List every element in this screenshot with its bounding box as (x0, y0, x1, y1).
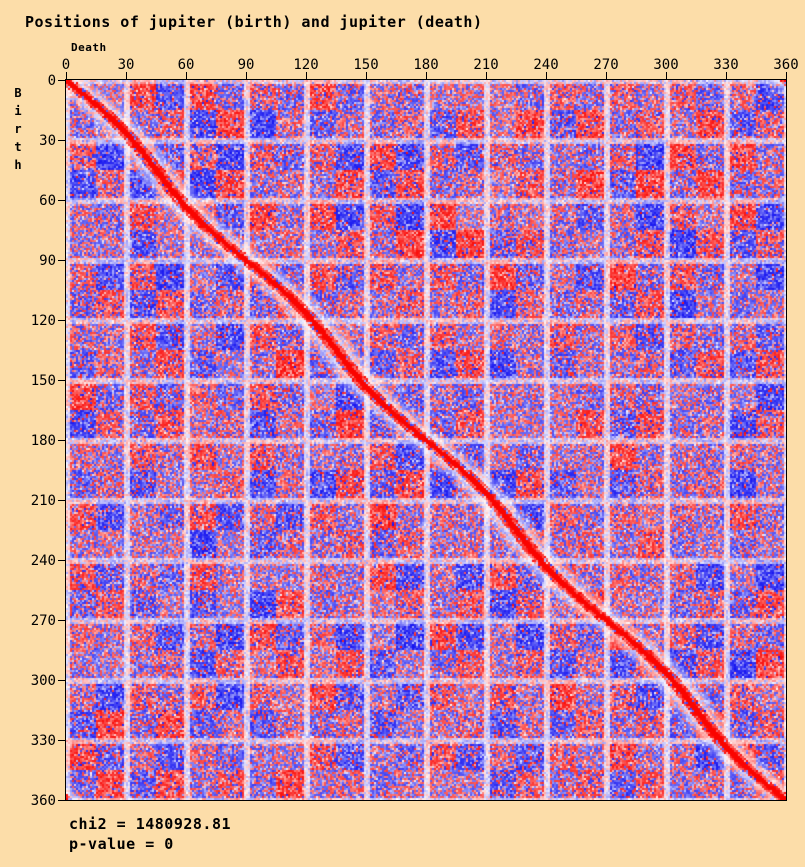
x-tick-label: 0 (61, 57, 71, 73)
y-tick-label: 300 (30, 673, 56, 689)
y-tick-mark (58, 80, 66, 81)
y-tick-mark (58, 680, 66, 681)
y-tick-label: 30 (39, 133, 56, 149)
y-axis-label-letter: i (14, 104, 22, 118)
x-tick-label: 180 (413, 57, 439, 73)
y-tick-mark (58, 500, 66, 501)
x-tick-label: 210 (473, 57, 499, 73)
x-tick-label: 360 (773, 57, 799, 73)
x-tick-label: 270 (593, 57, 619, 73)
x-tick-mark (246, 72, 247, 80)
y-tick-label: 270 (30, 613, 56, 629)
x-tick-label: 60 (177, 57, 195, 73)
y-axis-label-letter: r (14, 122, 22, 136)
x-tick-mark (726, 72, 727, 80)
y-axis-label-letter: h (14, 158, 22, 172)
y-tick-mark (58, 380, 66, 381)
x-tick-mark (786, 72, 787, 80)
y-tick-mark (58, 260, 66, 261)
y-tick-label: 60 (39, 193, 56, 209)
y-tick-label: 240 (30, 553, 56, 569)
x-tick-label: 330 (713, 57, 739, 73)
x-tick-mark (486, 72, 487, 80)
y-tick-label: 120 (30, 313, 56, 329)
x-tick-label: 120 (293, 57, 319, 73)
y-tick-mark (58, 320, 66, 321)
x-tick-mark (66, 72, 67, 80)
y-tick-label: 330 (30, 733, 56, 749)
heatmap-canvas (66, 80, 786, 800)
y-tick-mark (58, 620, 66, 621)
y-tick-label: 360 (30, 793, 56, 809)
x-tick-mark (666, 72, 667, 80)
y-tick-label: 180 (30, 433, 56, 449)
x-tick-mark (126, 72, 127, 80)
x-tick-label: 300 (653, 57, 679, 73)
x-tick-mark (306, 72, 307, 80)
y-tick-label: 210 (30, 493, 56, 509)
x-tick-label: 90 (237, 57, 255, 73)
x-tick-label: 240 (533, 57, 559, 73)
y-tick-mark (58, 740, 66, 741)
x-tick-mark (606, 72, 607, 80)
y-tick-mark (58, 560, 66, 561)
x-tick-mark (366, 72, 367, 80)
y-tick-label: 150 (30, 373, 56, 389)
x-tick-label: 150 (353, 57, 379, 73)
y-tick-mark (58, 140, 66, 141)
y-axis-label-letter: B (14, 86, 22, 100)
x-tick-label: 30 (117, 57, 135, 73)
y-axis-label-letter: t (14, 140, 22, 154)
x-tick-mark (186, 72, 187, 80)
chi2-stat: chi2 = 1480928.81 (69, 815, 232, 833)
y-tick-mark (58, 800, 66, 801)
x-tick-mark (426, 72, 427, 80)
x-axis-label: Death (71, 41, 107, 54)
y-tick-mark (58, 200, 66, 201)
heatmap-plot-area (65, 79, 787, 801)
p-value-stat: p-value = 0 (69, 835, 174, 853)
y-tick-label: 0 (47, 73, 56, 89)
y-tick-label: 90 (39, 253, 56, 269)
x-tick-mark (546, 72, 547, 80)
page-title: Positions of jupiter (birth) and jupiter… (25, 13, 483, 31)
y-tick-mark (58, 440, 66, 441)
